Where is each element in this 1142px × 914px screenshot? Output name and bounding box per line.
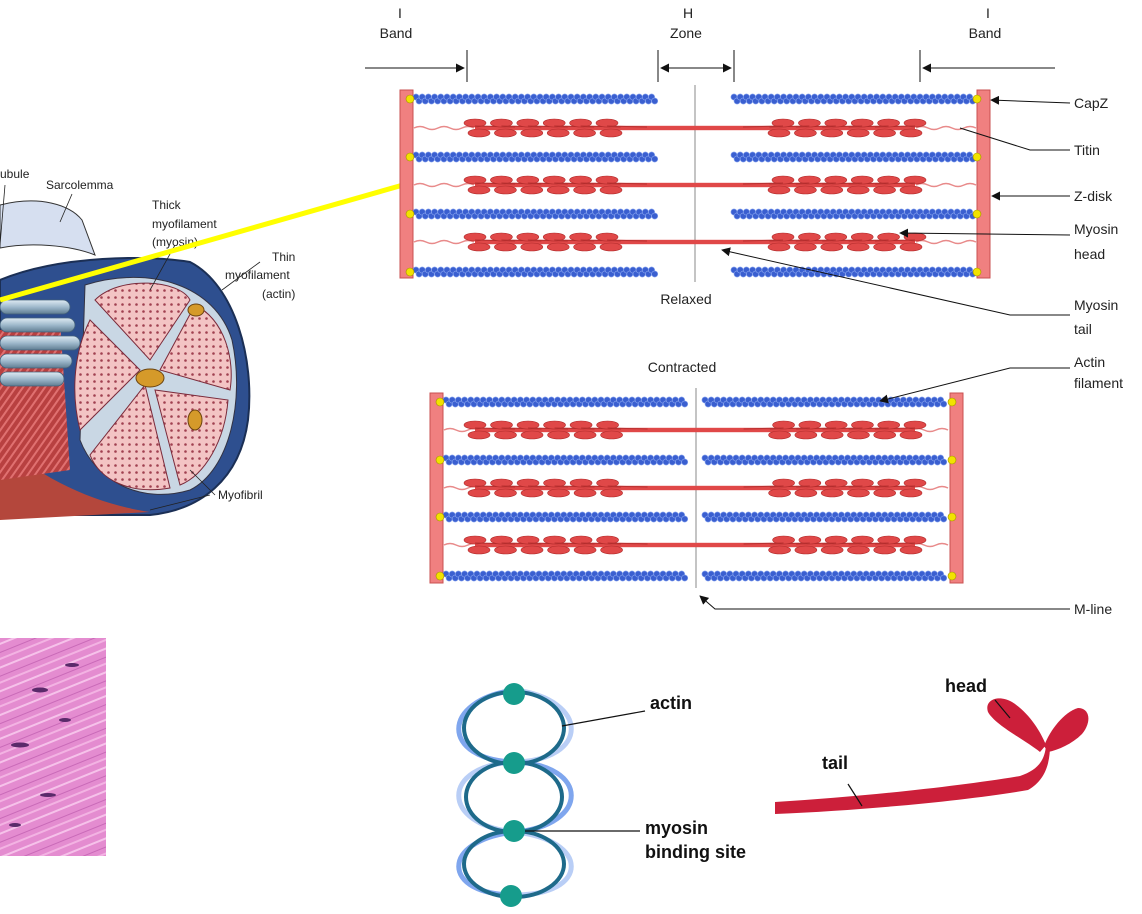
capz-cap: [435, 455, 445, 465]
actin-bead-2: [503, 752, 525, 774]
contracted-label: Contracted: [648, 359, 716, 375]
capz-cap: [972, 152, 982, 162]
myosin-thick-filament: [696, 478, 927, 498]
capz-cap: [435, 571, 445, 581]
z-disk-right-contracted: [949, 392, 964, 584]
i-band-left-label-1: I: [398, 5, 402, 21]
i-band-right-label-2: Band: [969, 25, 1002, 41]
band-dimension-arrows: [365, 50, 1055, 82]
actin-filament: [442, 511, 689, 523]
sarcolemma-label: Sarcolemma: [46, 178, 114, 192]
actin-bead-4: [500, 885, 522, 907]
contracted-sarcomere: [429, 388, 964, 588]
actin-bead-1: [503, 683, 525, 705]
myosin-head-label-2: head: [1074, 246, 1105, 262]
myosin-thick-filament: [695, 175, 927, 195]
myosin-binding-site-bead: [503, 820, 525, 842]
myosin-binding-label-2: binding site: [645, 842, 746, 862]
m-line-label: M-line: [1074, 601, 1112, 617]
actin-filament: [412, 266, 659, 278]
capz-cap: [972, 267, 982, 277]
capz-cap: [405, 267, 415, 277]
actin-filament: [701, 570, 948, 582]
myosin-thick-filament: [695, 232, 927, 252]
thin-myofilament-label-1: Thin: [272, 250, 295, 264]
h-zone-label-2: Zone: [670, 25, 702, 41]
actin-filament: [412, 208, 659, 220]
actin-filament: [442, 570, 689, 582]
titin-label: Titin: [1074, 142, 1100, 158]
myosin-thick-filament: [696, 420, 927, 440]
titin-spring: [915, 239, 977, 245]
z-disk-left-contracted: [429, 392, 444, 584]
myosin-thick-filament: [463, 478, 696, 498]
i-band-right-label-1: I: [986, 5, 990, 21]
actin-filament: [412, 151, 659, 163]
relaxed-label: Relaxed: [660, 291, 711, 307]
actin-filament: [730, 93, 977, 105]
i-band-left-label-2: Band: [380, 25, 413, 41]
actin-filament: [442, 454, 689, 466]
capz-cap: [405, 152, 415, 162]
capz-cap: [435, 512, 445, 522]
actin-filament: [730, 266, 977, 278]
capz-label: CapZ: [1074, 95, 1109, 111]
zoom-highlight-line: [0, 182, 404, 303]
capz-cap: [435, 397, 445, 407]
myosin-thick-filament: [695, 118, 927, 138]
myosin-thick-filament: [463, 118, 695, 138]
myosin-molecule-diagram: [775, 698, 1089, 814]
capz-cap: [972, 94, 982, 104]
myosin-thick-filament: [463, 535, 696, 555]
actin-filament-label-1: Actin: [1074, 354, 1105, 370]
actin-helix-diagram: [456, 683, 646, 907]
capz-cap: [405, 94, 415, 104]
titin-spring: [915, 125, 977, 131]
actin-filament: [730, 151, 977, 163]
z-disk-right: [976, 89, 991, 279]
titin-spring: [413, 182, 475, 188]
capz-cap: [947, 512, 957, 522]
t-tubule-label: ubule: [0, 167, 30, 181]
myosin-tail-label-2: tail: [1074, 321, 1092, 337]
myosin-thick-filament: [463, 232, 695, 252]
z-disk-label: Z-disk: [1074, 188, 1113, 204]
thin-myofilament-label-2: myofilament: [225, 268, 290, 282]
thin-myofilament-label-3: (actin): [262, 287, 295, 301]
capz-cap: [947, 397, 957, 407]
actin-filament: [442, 396, 689, 408]
callout-leaders: [699, 95, 1071, 610]
titin-spring: [413, 125, 475, 131]
actin-filament: [701, 396, 948, 408]
myofibril-label: Myofibril: [218, 488, 263, 502]
h-zone-label-1: H: [683, 5, 693, 21]
myosin-head-label-1: Myosin: [1074, 221, 1118, 237]
myosin-binding-label-1: myosin: [645, 818, 708, 838]
actin-filament-label-2: filament: [1074, 375, 1123, 391]
actin-filament: [701, 454, 948, 466]
actin-filament: [730, 208, 977, 220]
muscle-fiber-illustration: [0, 184, 261, 520]
myosin-thick-filament: [696, 535, 927, 555]
myosin-thick-filament: [463, 175, 695, 195]
titin-spring: [915, 182, 977, 188]
thick-myofilament-label-2: myofilament: [152, 217, 217, 231]
myosin-head-bottom-label: head: [945, 676, 987, 696]
capz-cap: [947, 455, 957, 465]
myosin-tail-label-1: Myosin: [1074, 297, 1118, 313]
relaxed-sarcomere: [399, 85, 991, 282]
actin-filament: [412, 93, 659, 105]
z-disk-left: [399, 89, 414, 279]
muscle-tissue-micrograph: [0, 638, 106, 856]
myosin-thick-filament: [463, 420, 696, 440]
capz-cap: [947, 571, 957, 581]
capz-cap: [405, 209, 415, 219]
actin-filament: [701, 511, 948, 523]
titin-spring: [413, 239, 475, 245]
capz-cap: [972, 209, 982, 219]
actin-label: actin: [650, 693, 692, 713]
myosin-tail-bottom-label: tail: [822, 753, 848, 773]
thick-myofilament-label-1: Thick: [152, 198, 182, 212]
